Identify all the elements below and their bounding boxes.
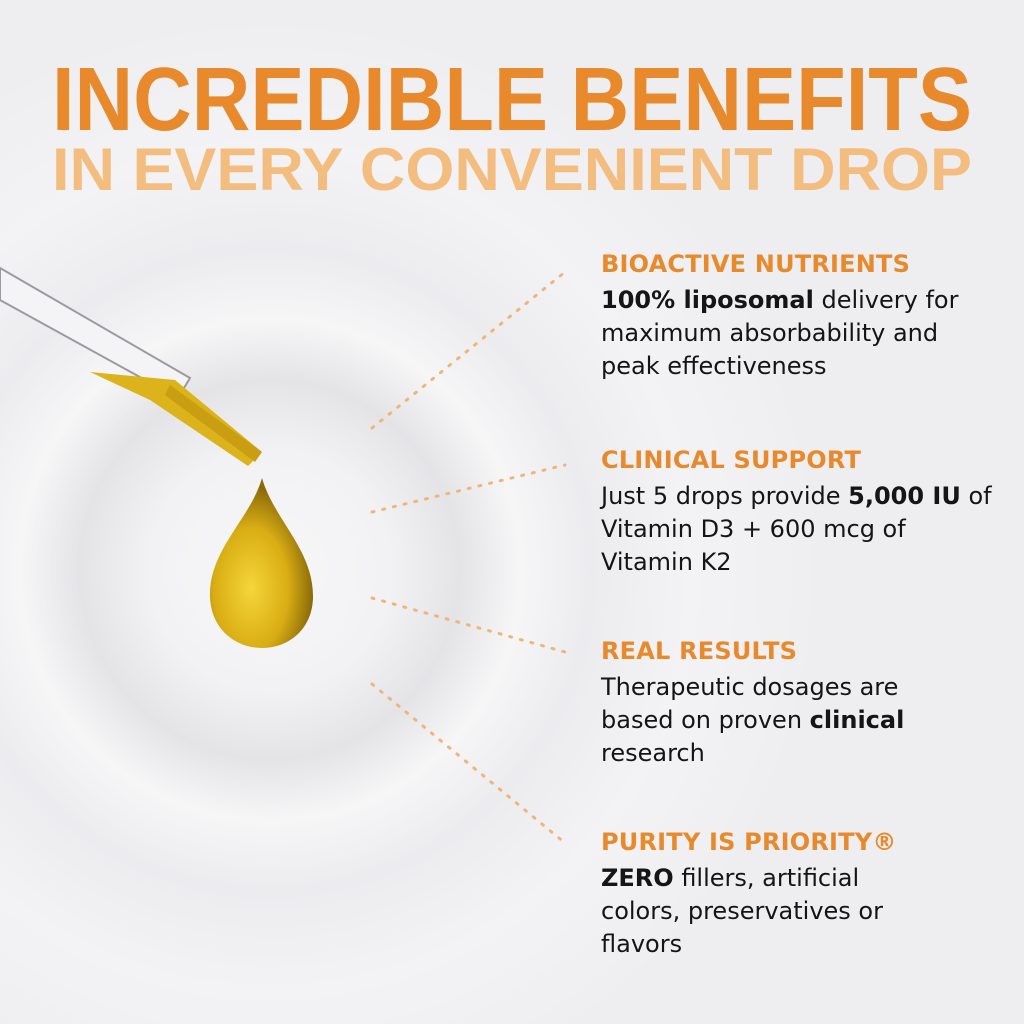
benefit-title: BIOACTIVE NUTRIENTS xyxy=(601,250,911,278)
benefit-text: Just 5 drops provide 5,000 IU of Vitamin… xyxy=(601,482,992,576)
headline: INCREDIBLE BENEFITS IN EVERY CONVENIENT … xyxy=(52,50,972,203)
benefit-real-results: REAL RESULTS Therapeutic dosages are bas… xyxy=(601,637,911,770)
connector-dots xyxy=(370,270,567,845)
benefit-title: CLINICAL SUPPORT xyxy=(601,446,862,474)
benefit-bioactive-nutrients: BIOACTIVE NUTRIENTS 100% liposomal deliv… xyxy=(601,250,1001,383)
dropper-illustration xyxy=(0,266,567,845)
benefit-title: PURITY IS PRIORITY® xyxy=(601,828,897,856)
benefit-text: 100% liposomal delivery for maximum abso… xyxy=(601,286,959,380)
headline-line2: IN EVERY CONVENIENT DROP xyxy=(52,136,972,203)
benefit-clinical-support: CLINICAL SUPPORT Just 5 drops provide 5,… xyxy=(601,446,1001,579)
headline-line1: INCREDIBLE BENEFITS xyxy=(52,50,972,150)
benefit-text: ZERO fillers, artificial colors, preserv… xyxy=(601,864,883,958)
pipette-icon xyxy=(0,266,262,466)
benefit-title: REAL RESULTS xyxy=(601,637,798,665)
benefit-purity-is-priority: PURITY IS PRIORITY® ZERO fillers, artifi… xyxy=(601,828,901,961)
benefit-text: Therapeutic dosages are based on proven … xyxy=(601,673,905,767)
oil-drop-icon xyxy=(209,478,314,648)
